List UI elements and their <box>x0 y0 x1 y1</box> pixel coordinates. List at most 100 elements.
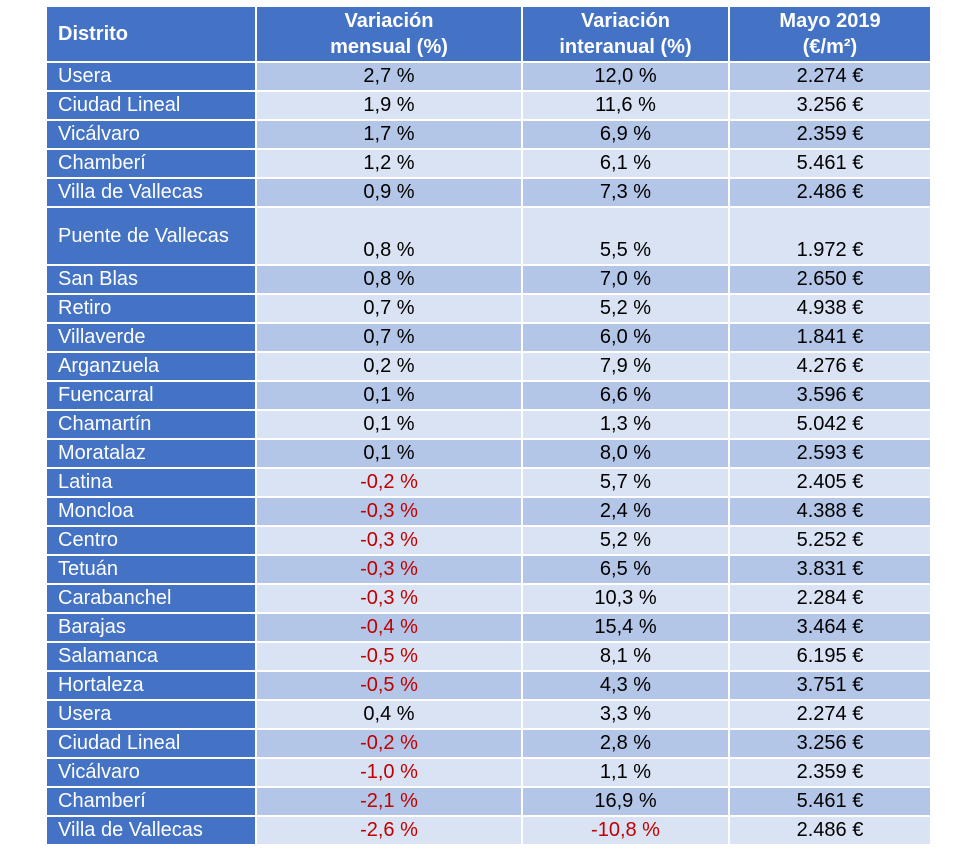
monthly-variation-cell: 1,7 % <box>257 121 523 150</box>
table-row: Tetuán -0,3 % 6,5 % 3.831 € <box>47 556 930 585</box>
price-cell: 6.195 € <box>730 643 930 672</box>
header-row: Distrito Variación mensual (%) Variación… <box>47 7 930 63</box>
table-row: Barajas -0,4 % 15,4 % 3.464 € <box>47 614 930 643</box>
table-row: Villaverde 0,7 % 6,0 % 1.841 € <box>47 324 930 353</box>
table-row: Carabanchel -0,3 % 10,3 % 2.284 € <box>47 585 930 614</box>
price-cell: 2.405 € <box>730 469 930 498</box>
price-cell: 3.751 € <box>730 672 930 701</box>
district-cell: Villa de Vallecas <box>47 817 257 846</box>
table-row: Usera 2,7 % 12,0 % 2.274 € <box>47 63 930 92</box>
annual-variation-cell: 7,0 % <box>523 266 730 295</box>
annual-variation-cell: 3,3 % <box>523 701 730 730</box>
district-cell: Vicálvaro <box>47 121 257 150</box>
monthly-variation-cell: -0,2 % <box>257 469 523 498</box>
table-row: Chamartín 0,1 % 1,3 % 5.042 € <box>47 411 930 440</box>
monthly-variation-cell: -0,3 % <box>257 556 523 585</box>
price-cell: 4.276 € <box>730 353 930 382</box>
district-cell: Carabanchel <box>47 585 257 614</box>
price-cell: 4.388 € <box>730 498 930 527</box>
annual-variation-cell: 11,6 % <box>523 92 730 121</box>
annual-variation-cell: 15,4 % <box>523 614 730 643</box>
district-cell: Hortaleza <box>47 672 257 701</box>
monthly-variation-cell: 0,7 % <box>257 324 523 353</box>
table-row: Arganzuela 0,2 % 7,9 % 4.276 € <box>47 353 930 382</box>
price-cell: 2.486 € <box>730 179 930 208</box>
table-row: Moncloa -0,3 % 2,4 % 4.388 € <box>47 498 930 527</box>
header-district: Distrito <box>47 7 257 63</box>
price-cell: 3.256 € <box>730 730 930 759</box>
district-cell: Retiro <box>47 295 257 324</box>
header-annual-line1: Variación <box>581 10 670 32</box>
annual-variation-cell: 7,9 % <box>523 353 730 382</box>
price-cell: 5.252 € <box>730 527 930 556</box>
table-row: Chamberí 1,2 % 6,1 % 5.461 € <box>47 150 930 179</box>
header-annual: Variación interanual (%) <box>523 7 730 63</box>
monthly-variation-cell: 0,1 % <box>257 440 523 469</box>
district-cell: Barajas <box>47 614 257 643</box>
table-row: Hortaleza -0,5 % 4,3 % 3.751 € <box>47 672 930 701</box>
price-cell: 5.042 € <box>730 411 930 440</box>
table-row: San Blas 0,8 % 7,0 % 2.650 € <box>47 266 930 295</box>
annual-variation-cell: 6,1 % <box>523 150 730 179</box>
monthly-variation-cell: -0,4 % <box>257 614 523 643</box>
district-cell: Chamberí <box>47 788 257 817</box>
annual-variation-cell: 2,8 % <box>523 730 730 759</box>
district-cell: Puente de Vallecas <box>47 208 257 266</box>
monthly-variation-cell: 0,7 % <box>257 295 523 324</box>
price-cell: 3.464 € <box>730 614 930 643</box>
price-cell: 2.359 € <box>730 759 930 788</box>
table-row: Centro -0,3 % 5,2 % 5.252 € <box>47 527 930 556</box>
monthly-variation-cell: 0,4 % <box>257 701 523 730</box>
monthly-variation-cell: -0,5 % <box>257 672 523 701</box>
annual-variation-cell: 10,3 % <box>523 585 730 614</box>
district-cell: Centro <box>47 527 257 556</box>
annual-variation-cell: 1,1 % <box>523 759 730 788</box>
header-monthly: Variación mensual (%) <box>257 7 523 63</box>
district-cell: San Blas <box>47 266 257 295</box>
monthly-variation-cell: -2,6 % <box>257 817 523 846</box>
table-row: Salamanca -0,5 % 8,1 % 6.195 € <box>47 643 930 672</box>
annual-variation-cell: 6,9 % <box>523 121 730 150</box>
monthly-variation-cell: 1,9 % <box>257 92 523 121</box>
header-price-line2: (€/m²) <box>802 36 858 58</box>
table-row: Villa de Vallecas -2,6 % -10,8 % 2.486 € <box>47 817 930 846</box>
annual-variation-cell: 1,3 % <box>523 411 730 440</box>
annual-variation-cell: 6,6 % <box>523 382 730 411</box>
annual-variation-cell: 7,3 % <box>523 179 730 208</box>
table-row: Latina -0,2 % 5,7 % 2.405 € <box>47 469 930 498</box>
monthly-variation-cell: 0,8 % <box>257 266 523 295</box>
district-cell: Salamanca <box>47 643 257 672</box>
monthly-variation-cell: 1,2 % <box>257 150 523 179</box>
monthly-variation-cell: 0,9 % <box>257 179 523 208</box>
price-cell: 2.274 € <box>730 701 930 730</box>
table-row: Usera 0,4 % 3,3 % 2.274 € <box>47 701 930 730</box>
monthly-variation-cell: -0,2 % <box>257 730 523 759</box>
table-row: Vicálvaro 1,7 % 6,9 % 2.359 € <box>47 121 930 150</box>
price-cell: 3.831 € <box>730 556 930 585</box>
price-variation-table: Distrito Variación mensual (%) Variación… <box>47 7 930 846</box>
district-cell: Arganzuela <box>47 353 257 382</box>
district-cell: Villa de Vallecas <box>47 179 257 208</box>
district-cell: Usera <box>47 63 257 92</box>
header-monthly-line2: mensual (%) <box>330 36 448 58</box>
monthly-variation-cell: -0,3 % <box>257 498 523 527</box>
price-cell: 2.650 € <box>730 266 930 295</box>
price-cell: 5.461 € <box>730 788 930 817</box>
annual-variation-cell: 6,5 % <box>523 556 730 585</box>
price-cell: 2.359 € <box>730 121 930 150</box>
annual-variation-cell: 12,0 % <box>523 63 730 92</box>
annual-variation-cell: 2,4 % <box>523 498 730 527</box>
table-row: Ciudad Lineal -0,2 % 2,8 % 3.256 € <box>47 730 930 759</box>
district-cell: Ciudad Lineal <box>47 730 257 759</box>
monthly-variation-cell: 0,1 % <box>257 411 523 440</box>
price-cell: 3.256 € <box>730 92 930 121</box>
annual-variation-cell: 5,7 % <box>523 469 730 498</box>
annual-variation-cell: 16,9 % <box>523 788 730 817</box>
district-cell: Latina <box>47 469 257 498</box>
table-row: Fuencarral 0,1 % 6,6 % 3.596 € <box>47 382 930 411</box>
header-monthly-line1: Variación <box>344 10 434 32</box>
price-cell: 2.486 € <box>730 817 930 846</box>
header-price: Mayo 2019 (€/m²) <box>730 7 930 63</box>
header-district-label: Distrito <box>58 23 128 45</box>
district-cell: Usera <box>47 701 257 730</box>
